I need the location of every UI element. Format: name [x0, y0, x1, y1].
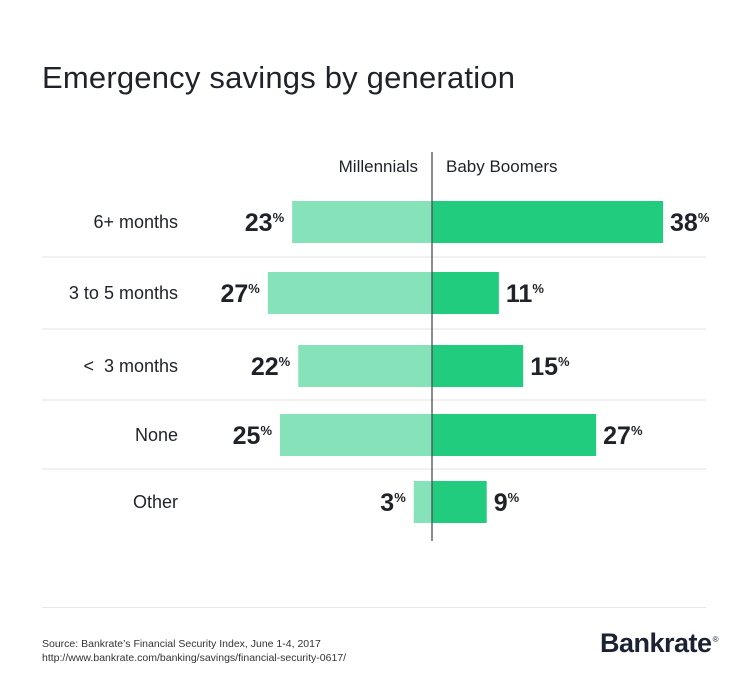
footer-divider: [42, 607, 706, 608]
data-label-suffix: %: [532, 281, 544, 296]
bar-baby-boomers: [432, 414, 597, 456]
bar-millennials: [292, 201, 432, 243]
data-label-millennials: 25%: [233, 422, 273, 450]
bar-millennials: [413, 481, 432, 523]
data-label-baby-boomers: 38%: [670, 209, 710, 237]
bar-baby-boomers: [432, 272, 499, 314]
bar-baby-boomers: [432, 201, 664, 243]
data-label-suffix: %: [279, 354, 291, 369]
data-label-value: 11: [506, 280, 533, 308]
data-label-suffix: %: [558, 354, 570, 369]
bar-millennials: [267, 272, 432, 314]
data-label-suffix: %: [698, 210, 710, 225]
data-label-suffix: %: [248, 281, 260, 296]
data-label-baby-boomers: 15%: [530, 353, 570, 381]
data-label-value: 3: [380, 489, 394, 517]
category-label: Other: [133, 492, 178, 512]
category-label: None: [135, 425, 178, 445]
data-label-value: 23: [245, 209, 273, 237]
data-label-value: 27: [220, 280, 248, 308]
data-label-suffix: %: [273, 210, 285, 225]
chart-title: Emergency savings by generation: [42, 60, 516, 95]
data-label-millennials: 27%: [220, 280, 260, 308]
bankrate-logo: Bankrate®: [600, 628, 719, 658]
data-label-value: 9: [494, 489, 508, 517]
data-label-suffix: %: [631, 423, 643, 438]
data-label-value: 22: [251, 353, 279, 381]
source-note: Source: Bankrate’s Financial Security In…: [42, 637, 346, 665]
data-label-millennials: 23%: [245, 209, 285, 237]
bar-millennials: [280, 414, 432, 456]
data-label-suffix: %: [260, 423, 272, 438]
data-label-value: 38: [670, 209, 698, 237]
category-label: 6+ months: [93, 212, 178, 232]
source-url: http://www.bankrate.com/banking/savings/…: [42, 652, 347, 664]
category-label: < 3 months: [83, 356, 178, 376]
category-label: 3 to 5 months: [69, 283, 178, 303]
series-label-baby-boomers: Baby Boomers: [446, 157, 558, 176]
bar-millennials: [298, 345, 432, 387]
data-label-baby-boomers: 27%: [603, 422, 643, 450]
series-label-millennials: Millennials: [339, 157, 418, 176]
data-label-baby-boomers: 11%: [506, 280, 544, 308]
source-line: Source: Bankrate’s Financial Security In…: [42, 638, 321, 650]
bar-baby-boomers: [432, 345, 524, 387]
data-label-baby-boomers: 9%: [494, 489, 520, 517]
data-label-value: 15: [530, 353, 558, 381]
data-label-millennials: 22%: [251, 353, 291, 381]
data-label-value: 27: [603, 422, 631, 450]
data-label-suffix: %: [394, 490, 406, 505]
data-label-millennials: 3%: [380, 489, 406, 517]
data-label-suffix: %: [508, 490, 520, 505]
data-label-value: 25: [233, 422, 261, 450]
bar-baby-boomers: [432, 481, 487, 523]
